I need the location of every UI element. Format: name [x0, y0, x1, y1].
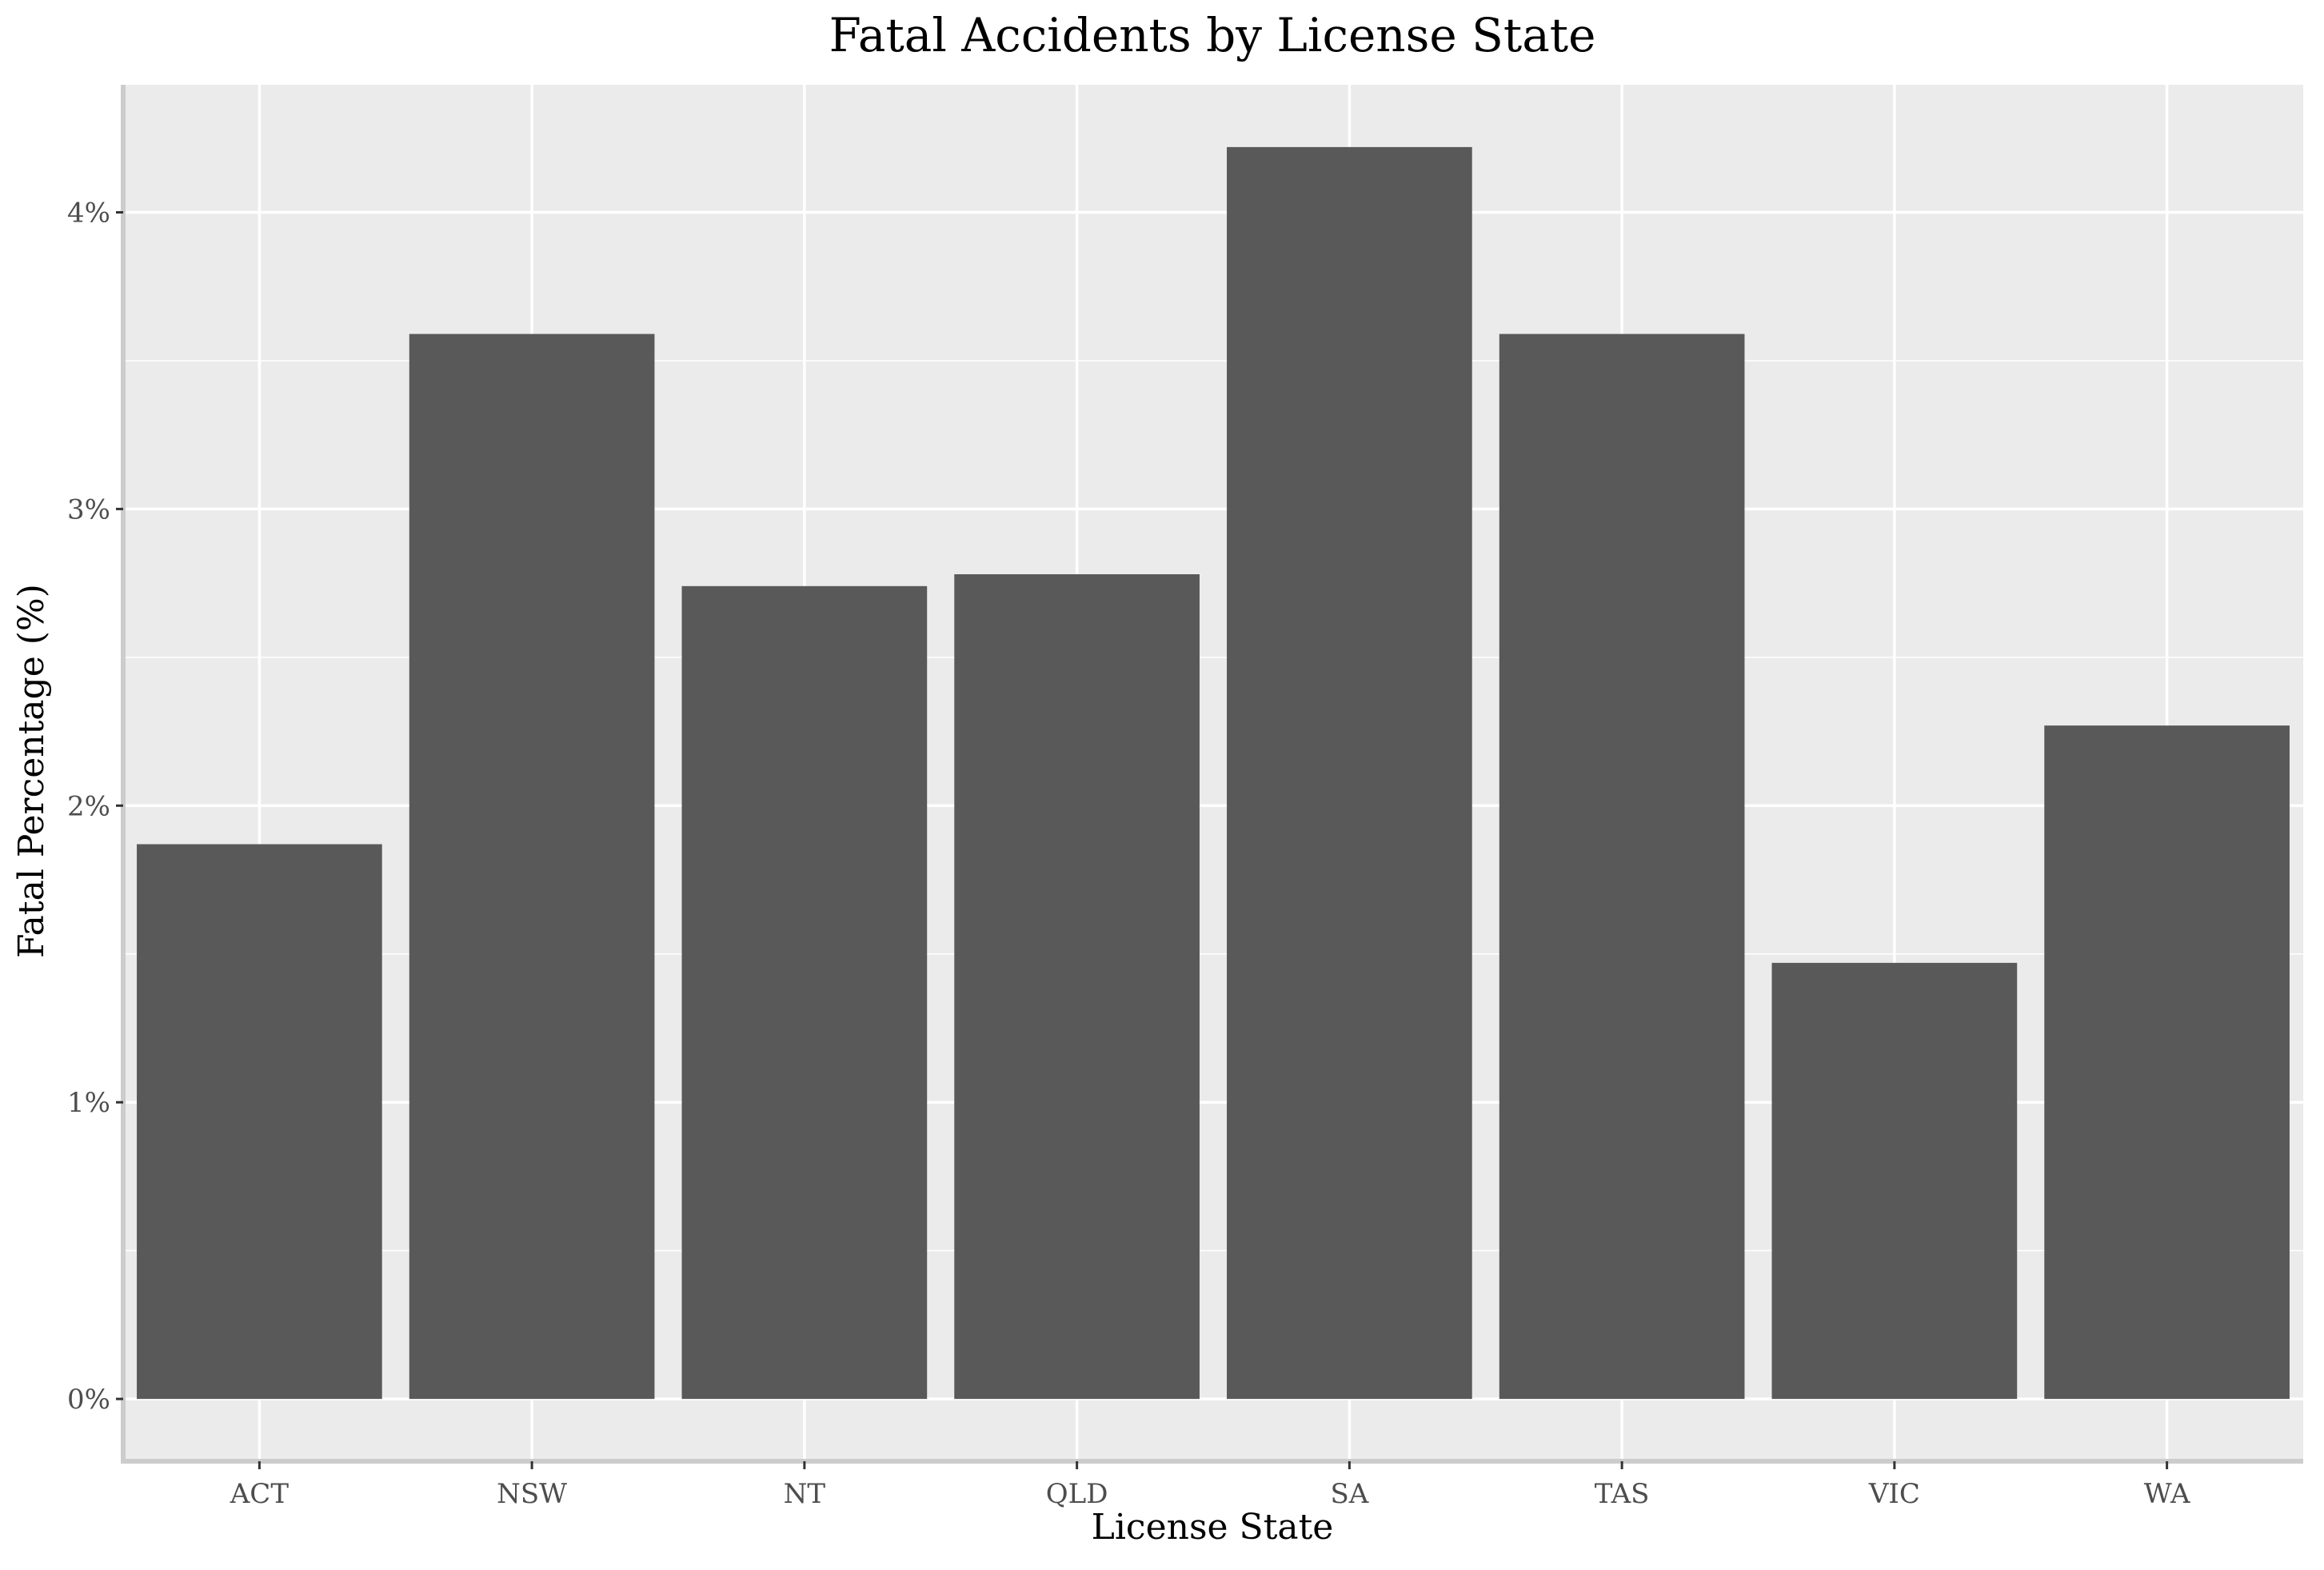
- x-tick-label: WA: [2144, 1478, 2190, 1510]
- y-tick-label: 2%: [67, 790, 110, 822]
- y-tick-label: 1%: [67, 1087, 110, 1119]
- bar-vic: [1771, 962, 2018, 1400]
- y-tick-label: 4%: [67, 197, 110, 229]
- y-axis-ticks: 0% 1% 2% 3% 4%: [67, 197, 123, 1416]
- bar-qld: [954, 573, 1200, 1400]
- bars: [137, 146, 2290, 1400]
- x-axis-title: License State: [1092, 1507, 1334, 1548]
- x-axis-ticks: ACT NSW NT QLD SA TAS VIC WA: [230, 1461, 2190, 1510]
- x-tick-label: VIC: [1868, 1478, 1920, 1510]
- chart-title: Fatal Accidents by License State: [829, 8, 1596, 62]
- bar-nt: [681, 585, 928, 1400]
- x-tick-label: QLD: [1046, 1478, 1108, 1510]
- x-tick-label: NT: [784, 1478, 826, 1510]
- x-tick-label: NSW: [497, 1478, 567, 1510]
- y-axis-title: Fatal Percentage (%): [11, 584, 52, 958]
- x-tick-label: TAS: [1595, 1478, 1650, 1510]
- x-tick-label: SA: [1330, 1478, 1368, 1510]
- bar-sa: [1227, 146, 1472, 1400]
- bar-tas: [1499, 334, 1745, 1400]
- bar-nsw: [409, 334, 655, 1400]
- y-tick-label: 3%: [67, 493, 110, 525]
- bar-wa: [2044, 725, 2290, 1400]
- y-tick-label: 0%: [67, 1384, 110, 1416]
- bar-act: [137, 844, 382, 1400]
- x-tick-label: ACT: [230, 1478, 290, 1510]
